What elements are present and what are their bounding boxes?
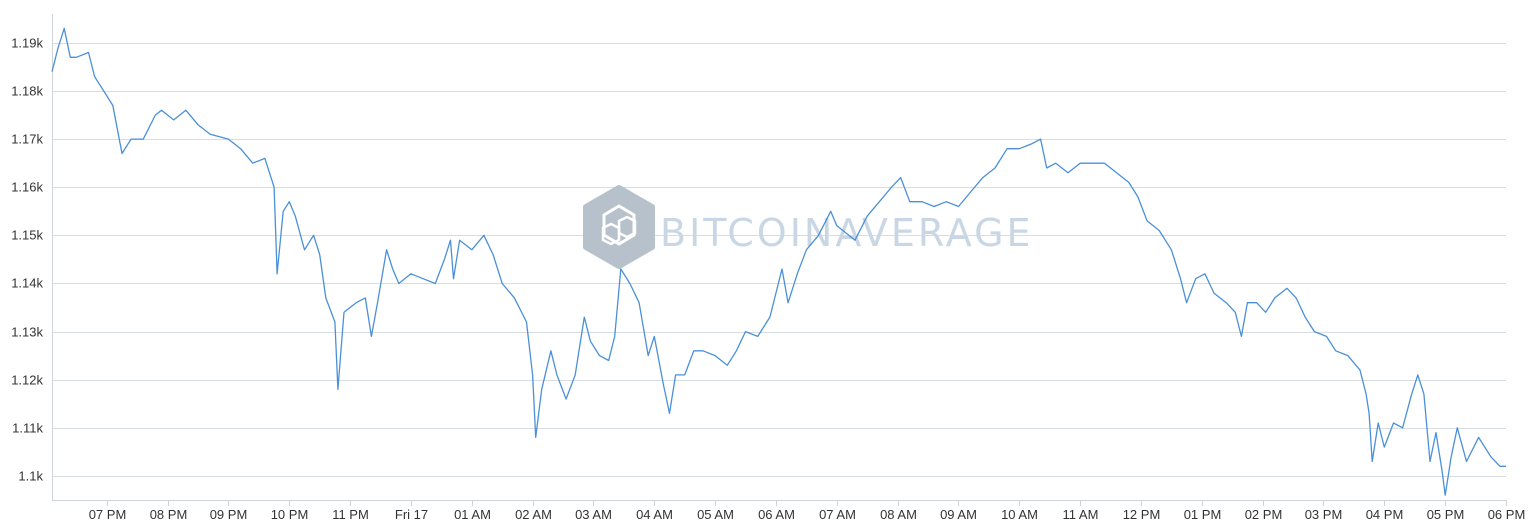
y-tick-label: 1.16k	[11, 180, 43, 195]
x-tick-label: 11 PM	[332, 507, 369, 522]
y-tick-label: 1.14k	[11, 276, 43, 291]
x-axis-ticks: 07 PM 08 PM 09 PM 10 PM 11 PM Fri 17 01 AM 02 A…	[89, 500, 1526, 522]
grid-lines	[52, 43, 1506, 477]
bitcoinaverage-watermark: BITCOINAVERAGE	[583, 185, 1031, 269]
x-tick-label: 09 PM	[210, 507, 248, 522]
x-tick-label: 10 PM	[271, 507, 309, 522]
hexagon-logo-icon	[583, 185, 655, 269]
x-tick-label: 03 AM	[575, 507, 612, 522]
x-tick-label: 09 AM	[940, 507, 977, 522]
y-tick-label: 1.19k	[11, 36, 43, 51]
series-layer	[51, 27, 1506, 496]
x-tick-label: 07 AM	[819, 507, 856, 522]
x-tick-label: 06 AM	[758, 507, 795, 522]
x-tick-label: 12 PM	[1123, 507, 1161, 522]
x-tick-label: 08 PM	[150, 507, 188, 522]
y-axis-ticks: 1.1k 1.11k 1.12k 1.13k 1.14k 1.15k 1.16k 1.17k 1…	[11, 36, 43, 484]
y-tick-label: 1.15k	[11, 228, 43, 243]
y-tick-label: 1.1k	[18, 469, 43, 484]
x-tick-label: 07 PM	[89, 507, 127, 522]
x-tick-label: 01 PM	[1184, 507, 1222, 522]
x-tick-label: 10 AM	[1001, 507, 1038, 522]
y-tick-label: 1.11k	[12, 421, 43, 436]
x-tick-label: 11 AM	[1063, 507, 1099, 522]
y-tick-label: 1.12k	[11, 373, 43, 388]
y-tick-label: 1.18k	[11, 84, 43, 99]
x-tick-label: 01 AM	[454, 507, 491, 522]
x-tick-label: 08 AM	[880, 507, 917, 522]
x-tick-label: Fri 17	[395, 507, 428, 522]
axes	[52, 14, 1506, 501]
x-tick-label: 03 PM	[1305, 507, 1343, 522]
x-tick-label: 06 PM	[1488, 507, 1526, 522]
x-tick-label: 02 AM	[515, 507, 552, 522]
price-series-line	[51, 27, 1506, 496]
y-tick-label: 1.13k	[11, 325, 43, 340]
x-tick-label: 04 PM	[1366, 507, 1404, 522]
x-tick-label: 02 PM	[1245, 507, 1283, 522]
x-tick-label: 05 PM	[1427, 507, 1465, 522]
y-tick-label: 1.17k	[11, 132, 43, 147]
x-tick-label: 05 AM	[697, 507, 734, 522]
x-tick-label: 04 AM	[636, 507, 673, 522]
